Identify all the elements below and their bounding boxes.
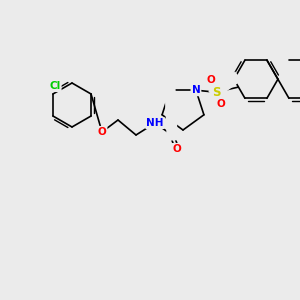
Text: N: N [192,85,200,95]
Text: O: O [98,127,106,137]
Text: O: O [172,144,182,154]
Text: Cl: Cl [49,81,61,91]
Text: NH: NH [146,118,164,128]
Text: O: O [217,99,225,109]
Text: O: O [207,75,215,85]
Text: S: S [212,86,220,99]
